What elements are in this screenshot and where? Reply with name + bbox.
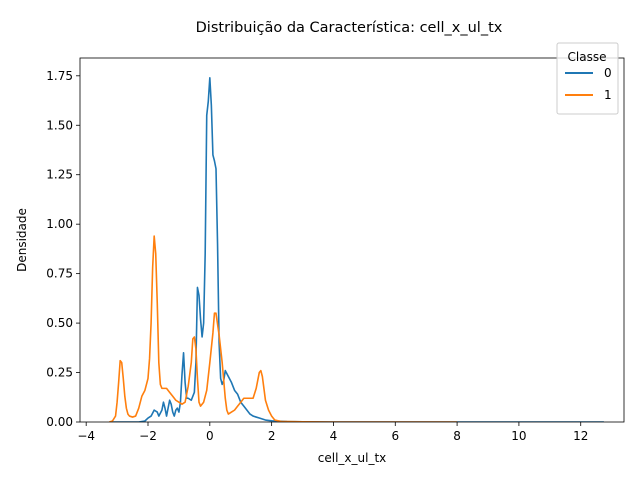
y-tick-label: 0.75 <box>46 267 73 281</box>
legend-box <box>556 42 619 115</box>
plot-frame <box>79 57 625 423</box>
x-tick-label: 2 <box>268 429 276 443</box>
y-tick-label: 0.25 <box>46 366 73 380</box>
y-tick-label: 0.00 <box>46 415 73 429</box>
x-tick-label: −2 <box>139 429 157 443</box>
x-tick-label: 10 <box>511 429 526 443</box>
y-tick-label: 1.00 <box>46 217 73 231</box>
x-tick-label: 12 <box>573 429 588 443</box>
x-tick-label: 6 <box>391 429 399 443</box>
y-tick-label: 1.75 <box>46 69 73 83</box>
y-axis-title: Densidade <box>15 208 29 272</box>
series-line-classe-0 <box>110 76 604 422</box>
x-tick-label: 4 <box>330 429 338 443</box>
series-layer <box>109 76 604 422</box>
y-axis: 0.00 0.25 0.50 0.75 1.00 1.25 1.50 1.75 <box>46 69 80 429</box>
chart-title: Distribuição da Característica: cell_x_u… <box>196 20 503 36</box>
x-tick-label: −4 <box>77 429 95 443</box>
legend-label-classe-0: 0 <box>604 66 612 80</box>
legend: Classe 0 1 <box>556 42 619 115</box>
x-tick-label: 0 <box>206 429 214 443</box>
x-axis-title: cell_x_ul_tx <box>318 451 387 465</box>
y-tick-label: 0.50 <box>46 316 73 330</box>
series-line-classe-1 <box>109 235 458 422</box>
y-tick-label: 1.50 <box>46 118 73 132</box>
x-tick-label: 8 <box>453 429 461 443</box>
y-tick-label: 1.25 <box>46 168 73 182</box>
legend-title: Classe <box>568 50 607 64</box>
legend-label-classe-1: 1 <box>604 88 612 102</box>
x-axis: −4 −2 0 2 4 6 8 10 12 <box>77 422 588 443</box>
